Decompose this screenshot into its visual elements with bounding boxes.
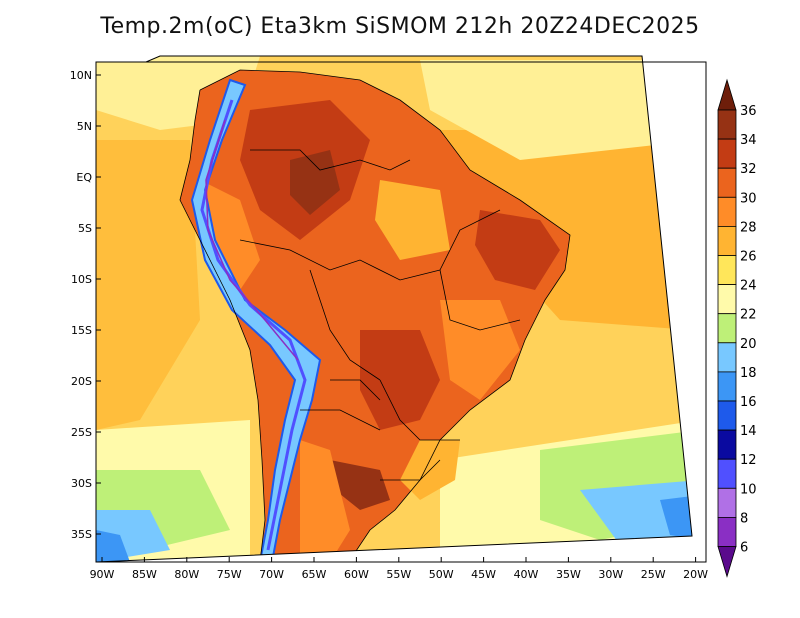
map-title: Temp.2m(oC) Eta3km SiSMOM 212h 20Z24DEC2… bbox=[100, 14, 700, 39]
colorbar-swatch bbox=[717, 313, 737, 344]
lon-label: 40W bbox=[514, 568, 539, 581]
lon-label: 90W bbox=[90, 568, 115, 581]
colorbar: 6 8 10 12 14 16 18 20 22 24 26 28 30 32 34 36 bbox=[717, 78, 757, 578]
lat-label: 20S bbox=[71, 375, 92, 388]
mild-amazon-lower bbox=[375, 180, 450, 260]
colorbar-swatch bbox=[717, 284, 737, 315]
colorbar-swatch bbox=[717, 255, 737, 286]
lon-label: 45W bbox=[471, 568, 496, 581]
colorbar-swatch bbox=[717, 138, 737, 169]
lon-label: 25W bbox=[641, 568, 666, 581]
lon-label: 60W bbox=[344, 568, 369, 581]
atlantic-north-mild bbox=[420, 60, 692, 160]
lat-label: 5N bbox=[77, 120, 92, 133]
lon-label: 70W bbox=[259, 568, 284, 581]
colorbar-label: 18 bbox=[740, 366, 757, 381]
mild-patagonia-strip bbox=[300, 440, 350, 562]
colorbar-label: 20 bbox=[740, 337, 757, 352]
colorbar-swatch bbox=[717, 225, 737, 256]
colorbar-swatch bbox=[717, 429, 737, 460]
lon-label: 75W bbox=[217, 568, 242, 581]
colorbar-label: 6 bbox=[740, 541, 748, 556]
lon-label: 55W bbox=[386, 568, 411, 581]
lat-label: 30S bbox=[71, 477, 92, 490]
lat-label: 10S bbox=[71, 273, 92, 286]
lat-label: 10N bbox=[70, 69, 92, 82]
colorbar-label: 24 bbox=[740, 279, 757, 294]
colorbar-bottom-triangle bbox=[717, 546, 737, 578]
plot-border bbox=[95, 61, 707, 563]
lat-label: 15S bbox=[71, 324, 92, 337]
lon-tick-labels: 90W 85W 80W 75W 70W 65W 60W 55W 50W 45W 40W 35W 30W 2… bbox=[90, 568, 709, 581]
colorbar-label: 36 bbox=[740, 104, 757, 119]
mild-amazon-west bbox=[200, 180, 260, 290]
lat-tick-labels: 10N 5N EQ 5S 10S 15S 20S 25S 30S 35S bbox=[70, 69, 93, 541]
colorbar-swatch bbox=[717, 400, 737, 431]
colorbar-label: 32 bbox=[740, 162, 757, 177]
pacific-warm-band bbox=[96, 140, 200, 430]
country-borders bbox=[179, 69, 571, 562]
colorbar-label: 8 bbox=[740, 511, 748, 526]
colorbar-label: 14 bbox=[740, 424, 757, 439]
hot-chaco-core bbox=[330, 460, 390, 510]
lat-label: 25S bbox=[71, 426, 92, 439]
colorbar-swatch bbox=[717, 342, 737, 373]
lon-label: 30W bbox=[598, 568, 623, 581]
lat-tick-marks bbox=[96, 74, 101, 535]
andes-cold-strip bbox=[190, 78, 322, 562]
colorbar-label: 16 bbox=[740, 395, 757, 410]
colorbar-label: 34 bbox=[740, 133, 757, 148]
lon-label: 85W bbox=[132, 568, 157, 581]
temperature-field bbox=[96, 56, 692, 562]
lon-label: 65W bbox=[302, 568, 327, 581]
lon-label: 80W bbox=[174, 568, 199, 581]
hot-darkest-patch bbox=[290, 150, 340, 215]
lon-label: 20W bbox=[683, 568, 708, 581]
colorbar-label: 26 bbox=[740, 250, 757, 265]
hot-northeast-core bbox=[475, 210, 560, 290]
lon-label: 50W bbox=[429, 568, 454, 581]
colorbar-label: 22 bbox=[740, 308, 757, 323]
lat-label: 35S bbox=[71, 528, 92, 541]
lon-tick-marks bbox=[101, 557, 697, 562]
colorbar-label: 30 bbox=[740, 191, 757, 206]
lat-label: EQ bbox=[76, 171, 92, 184]
andes-coldest-core bbox=[200, 99, 307, 551]
colorbar-swatch bbox=[717, 458, 737, 489]
colorbar-label: 12 bbox=[740, 453, 757, 468]
andes-purple-core bbox=[205, 119, 299, 361]
colorbar-swatch bbox=[717, 371, 737, 402]
colorbar-swatch bbox=[717, 196, 737, 227]
colorbar-swatch bbox=[717, 109, 737, 140]
colorbar-top-triangle bbox=[717, 78, 737, 111]
hot-central-core bbox=[360, 330, 440, 430]
colorbar-label: 10 bbox=[740, 482, 757, 497]
colorbar-swatch bbox=[717, 167, 737, 198]
pacific-south-coldest bbox=[96, 530, 130, 562]
colorbar-swatch bbox=[717, 517, 737, 547]
colorbar-label: 28 bbox=[740, 220, 757, 235]
lat-label: 5S bbox=[78, 222, 92, 235]
lon-label: 35W bbox=[556, 568, 581, 581]
colorbar-swatch bbox=[717, 487, 737, 518]
